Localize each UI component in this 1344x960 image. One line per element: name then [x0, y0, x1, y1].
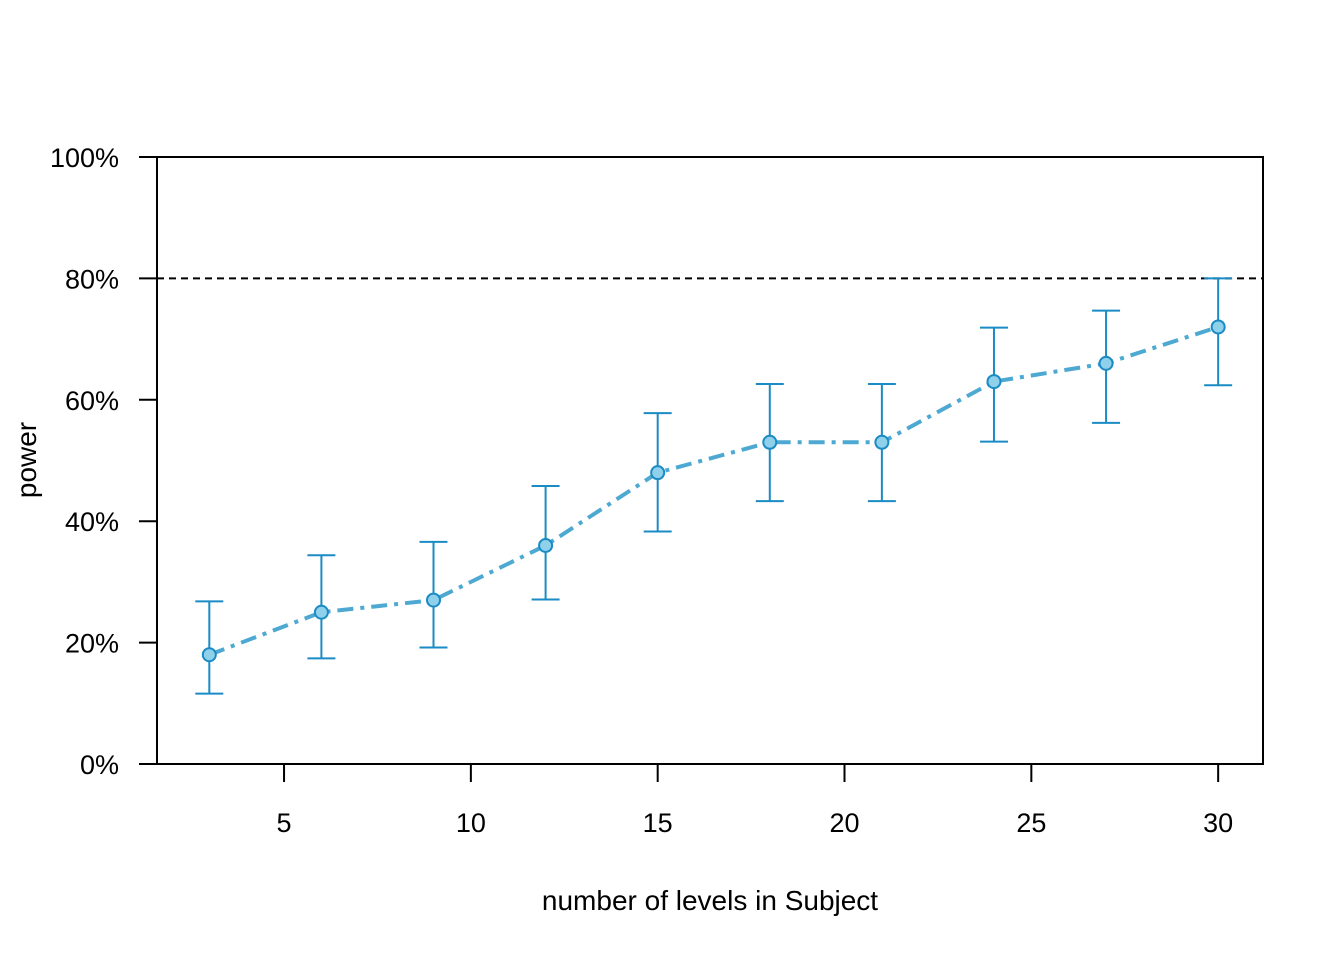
y-tick-label: 0%: [80, 750, 119, 780]
x-axis: 5 10 15 20 25 30: [277, 764, 1233, 838]
y-axis: 0% 20% 40% 60% 80% 100%: [50, 143, 157, 780]
data-point: [538, 537, 554, 553]
data-point: [650, 465, 666, 481]
y-tick-label: 60%: [65, 386, 119, 416]
x-tick-label: 25: [1016, 808, 1046, 838]
data-point: [201, 647, 217, 663]
data-point: [426, 592, 441, 608]
x-axis-title: number of levels in Subject: [542, 885, 878, 916]
x-tick-label: 5: [277, 808, 292, 838]
y-tick-label: 40%: [65, 507, 119, 537]
data-point: [1098, 355, 1114, 371]
y-tick-label: 100%: [50, 143, 119, 173]
data-points: [201, 319, 1226, 663]
x-tick-label: 20: [829, 808, 859, 838]
plot-frame: [156, 156, 1264, 765]
y-axis-title: power: [11, 422, 42, 498]
x-tick-label: 15: [643, 808, 673, 838]
data-point: [762, 434, 778, 450]
data-point: [1210, 319, 1226, 335]
data-point: [986, 374, 1002, 390]
power-line: [208, 325, 1219, 657]
error-bars: [195, 277, 1233, 695]
x-tick-label: 10: [456, 808, 486, 838]
x-tick-label: 30: [1203, 808, 1233, 838]
data-point: [874, 434, 890, 450]
y-tick-label: 80%: [65, 264, 119, 294]
y-tick-label: 20%: [65, 629, 119, 659]
data-point: [313, 604, 329, 620]
